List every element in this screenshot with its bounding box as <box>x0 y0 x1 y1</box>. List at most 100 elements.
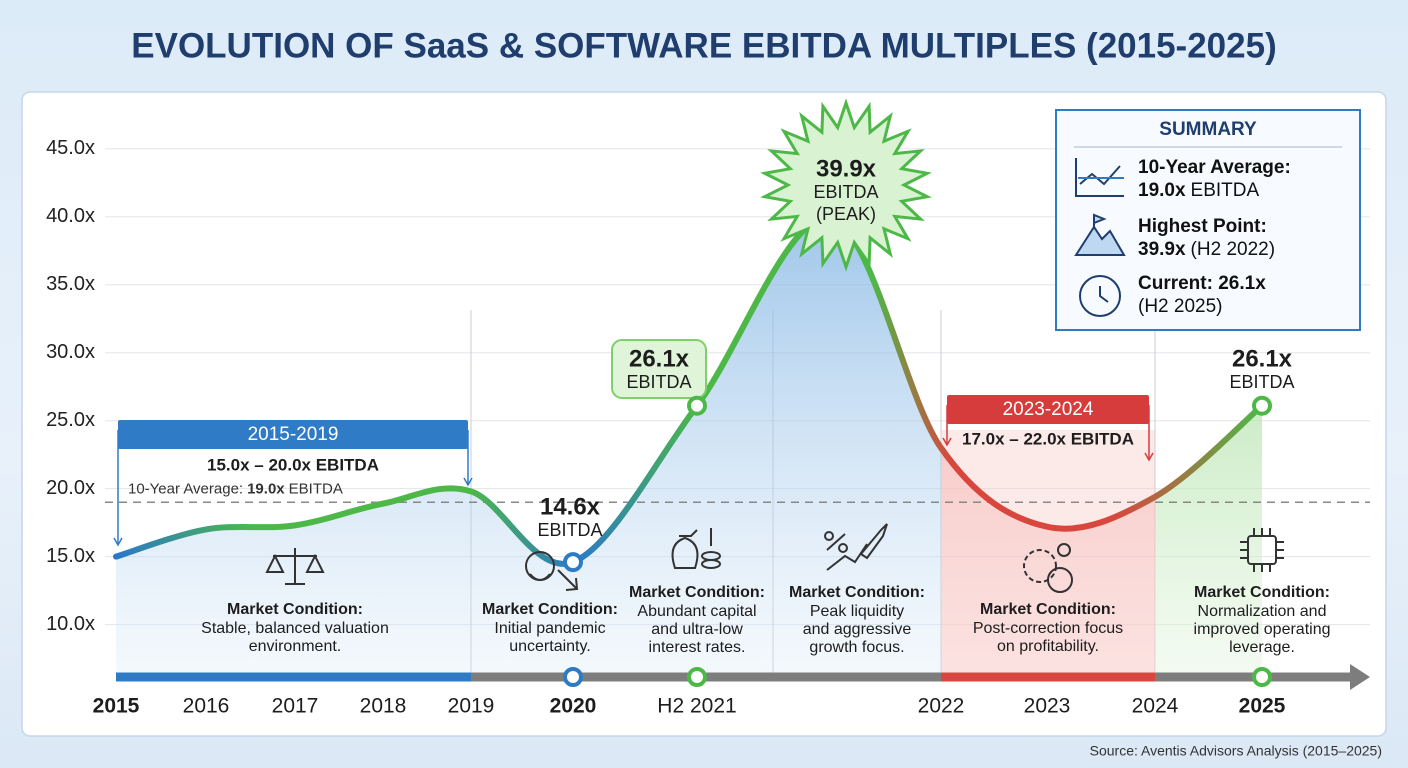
summary-line: 10-Year Average: <box>1138 157 1291 178</box>
period-label: 2023-2024 <box>1003 399 1094 420</box>
condition-text: Normalization and <box>1198 603 1327 620</box>
condition-text: and aggressive <box>803 621 912 638</box>
y-tick-label: 20.0x <box>46 477 95 499</box>
timeline-arrow <box>1350 664 1370 690</box>
icon-part <box>557 569 577 589</box>
summary-line: (H2 2025) <box>1138 296 1223 317</box>
summary-text: Current: 26.1x <box>1138 273 1266 294</box>
icon-part <box>838 543 848 553</box>
x-tick-label: H2 2021 <box>657 695 736 718</box>
condition-icon <box>824 523 888 571</box>
summary-icon <box>1079 275 1121 317</box>
condition-icon <box>265 548 325 585</box>
summary-text: 39.9x <box>1138 239 1186 260</box>
y-tick-label: 45.0x <box>46 137 95 159</box>
summary-text: 19.0x <box>1138 180 1186 201</box>
summary-text: Highest Point: <box>1138 216 1267 237</box>
condition-icon <box>1240 528 1284 572</box>
bracket-arrow <box>1144 452 1154 462</box>
condition-text: improved operating <box>1194 621 1331 638</box>
condition-text: Post-correction focus <box>973 620 1123 637</box>
condition-title: Market Condition: <box>1194 584 1330 601</box>
x-tick-label: 2018 <box>360 695 407 718</box>
condition-text: environment. <box>249 638 342 655</box>
summary-icon <box>1099 286 1109 303</box>
period-label: 2015-2019 <box>248 424 339 445</box>
condition-title: Market Condition: <box>789 584 925 601</box>
value-label: 39.9x <box>816 155 877 182</box>
icon-part <box>824 531 834 541</box>
period-band <box>941 430 1155 677</box>
condition-text: interest rates. <box>649 639 746 656</box>
icon-part <box>565 577 579 591</box>
condition-title: Market Condition: <box>980 601 1116 618</box>
value-sublabel: EBITDA <box>537 520 602 540</box>
bracket-arrow <box>942 437 952 447</box>
icon-part <box>265 553 285 573</box>
summary-icon <box>1074 213 1126 256</box>
period-range: 15.0x – 20.0x EBITDA <box>207 455 379 474</box>
icon-part <box>1057 543 1071 557</box>
x-tick-label: 2015 <box>93 695 140 718</box>
condition-text: Peak liquidity <box>810 603 904 620</box>
value-sublabel: EBITDA <box>813 182 878 202</box>
value-label: 26.1x <box>1232 345 1293 372</box>
condition-title: Market Condition: <box>482 601 618 618</box>
condition-title: Market Condition: <box>227 601 363 618</box>
axis-marker <box>1252 667 1272 687</box>
x-tick-label: 2023 <box>1024 695 1071 718</box>
condition-text: uncertainty. <box>509 638 591 655</box>
condition-text: Stable, balanced valuation <box>201 620 389 637</box>
icon-part <box>671 529 699 569</box>
summary-line: 39.9x (H2 2022) <box>1138 239 1275 260</box>
summary-text: (H2 2025) <box>1138 296 1223 317</box>
average-label-part: EBITDA <box>289 480 343 497</box>
icon-part <box>1023 549 1057 583</box>
summary-title: SUMMARY <box>1159 119 1257 140</box>
average-label-part: 10-Year Average: <box>128 480 243 497</box>
point-marker <box>563 552 583 573</box>
summary-line: 19.0x EBITDA <box>1138 180 1259 201</box>
value-label: 26.1x <box>629 345 690 372</box>
period-header <box>947 395 1149 424</box>
bracket-arrow <box>463 477 473 487</box>
x-tick-label: 2020 <box>550 695 597 718</box>
value-sublabel: EBITDA <box>1229 372 1294 392</box>
condition-icon <box>525 551 579 591</box>
value-sublabel: (PEAK) <box>816 204 876 224</box>
summary-line: Highest Point: <box>1138 216 1267 237</box>
period-range: 17.0x – 22.0x EBITDA <box>962 429 1134 448</box>
peak-star <box>760 98 932 272</box>
average-label: 10-Year Average: 19.0x EBITDA <box>128 480 343 497</box>
area <box>116 218 941 677</box>
y-tick-label: 25.0x <box>46 409 95 431</box>
condition-text: and ultra-low <box>651 621 743 638</box>
x-tick-label: 2025 <box>1239 695 1286 718</box>
condition-title: Market Condition: <box>629 584 765 601</box>
condition-icon <box>1023 543 1073 593</box>
summary-text: EBITDA <box>1191 180 1260 201</box>
condition-text: on profitability. <box>997 638 1099 655</box>
area <box>1155 405 1262 677</box>
x-tick-label: 2019 <box>448 695 495 718</box>
summary-text: 10-Year Average: <box>1138 157 1291 178</box>
x-tick-label: 2017 <box>272 695 319 718</box>
axis-marker <box>687 667 707 687</box>
summary-text: (H2 2022) <box>1191 239 1276 260</box>
value-sublabel: EBITDA <box>626 372 691 392</box>
y-tick-label: 15.0x <box>46 545 95 567</box>
main-layer: 10-Year Average: 19.0x EBITDA2015-201915.0… <box>93 98 1370 718</box>
label-box <box>611 339 707 399</box>
y-tick-label: 35.0x <box>46 273 95 295</box>
point-marker <box>687 395 707 416</box>
y-tick-label: 30.0x <box>46 341 95 363</box>
axis-marker <box>563 667 583 687</box>
icon-part <box>859 523 888 560</box>
source: Source: Aventis Advisors Analysis (2015–… <box>1090 743 1382 759</box>
icon-part <box>305 553 325 573</box>
chart-title: EVOLUTION OF SaaS & SOFTWARE EBITDA MULT… <box>131 26 1276 65</box>
condition-text: Initial pandemic <box>494 620 605 637</box>
value-label: 14.6x <box>540 493 601 520</box>
y-tick-label: 10.0x <box>46 613 95 635</box>
